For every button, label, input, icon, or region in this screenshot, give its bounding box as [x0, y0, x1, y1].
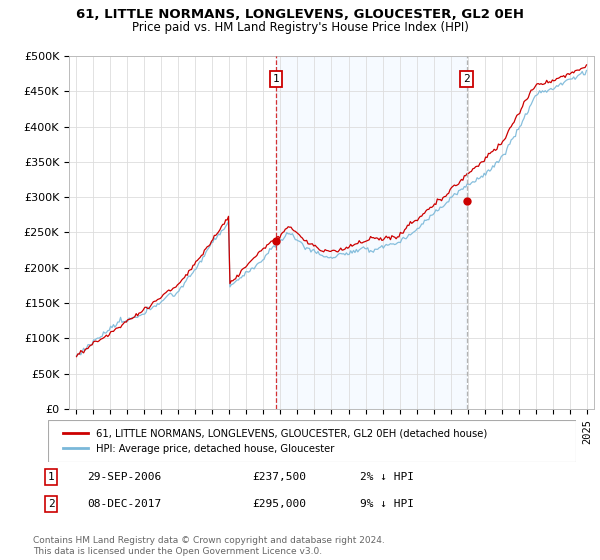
- Bar: [276, 56, 466, 409]
- Text: 9% ↓ HPI: 9% ↓ HPI: [360, 499, 414, 509]
- Text: 1: 1: [273, 74, 280, 84]
- Text: 29-SEP-2006: 29-SEP-2006: [87, 472, 161, 482]
- Text: Price paid vs. HM Land Registry's House Price Index (HPI): Price paid vs. HM Land Registry's House …: [131, 21, 469, 34]
- FancyBboxPatch shape: [48, 420, 576, 462]
- Text: 61, LITTLE NORMANS, LONGLEVENS, GLOUCESTER, GL2 0EH: 61, LITTLE NORMANS, LONGLEVENS, GLOUCEST…: [76, 8, 524, 21]
- Text: 2: 2: [463, 74, 470, 84]
- Text: 2: 2: [47, 499, 55, 509]
- Text: 2% ↓ HPI: 2% ↓ HPI: [360, 472, 414, 482]
- Text: 08-DEC-2017: 08-DEC-2017: [87, 499, 161, 509]
- Text: 1: 1: [47, 472, 55, 482]
- Text: £295,000: £295,000: [252, 499, 306, 509]
- Text: £237,500: £237,500: [252, 472, 306, 482]
- Text: Contains HM Land Registry data © Crown copyright and database right 2024.
This d: Contains HM Land Registry data © Crown c…: [33, 536, 385, 556]
- Legend: 61, LITTLE NORMANS, LONGLEVENS, GLOUCESTER, GL2 0EH (detached house), HPI: Avera: 61, LITTLE NORMANS, LONGLEVENS, GLOUCEST…: [58, 423, 493, 459]
